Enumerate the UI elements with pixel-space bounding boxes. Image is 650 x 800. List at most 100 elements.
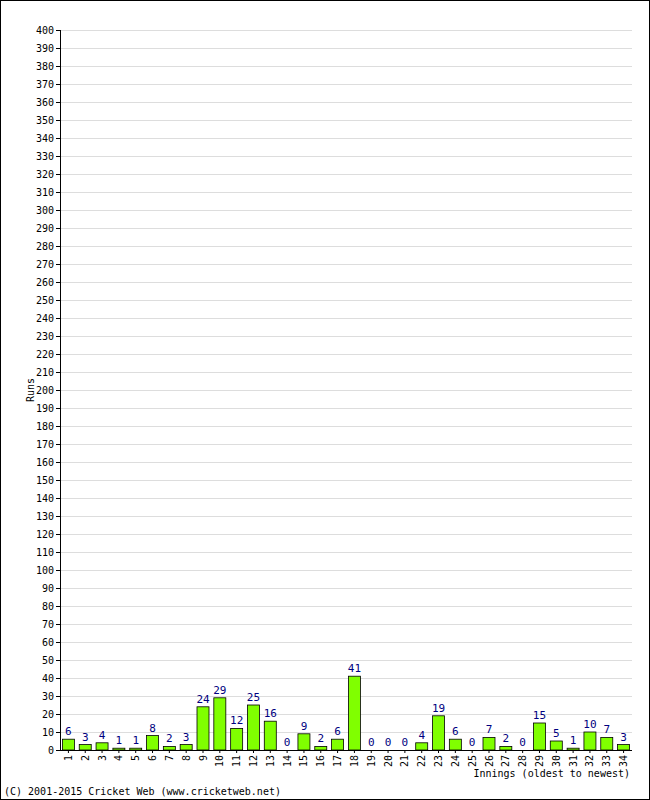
y-axis-label: Runs: [25, 378, 36, 402]
x-tick: [253, 750, 254, 753]
category-label: 3: [97, 755, 108, 761]
bar: [517, 750, 529, 751]
tick: [56, 660, 60, 661]
data-label: 6: [65, 725, 72, 738]
x-tick: [118, 750, 119, 753]
tick: [56, 408, 60, 409]
data-label: 0: [284, 736, 291, 749]
tick-label: 180: [36, 421, 54, 432]
tick: [56, 120, 60, 121]
bar: [567, 748, 579, 750]
annotation: (C) 2001-2015 Cricket Web (www.cricketwe…: [4, 786, 281, 797]
grid-line: [60, 732, 632, 733]
bar: [96, 743, 108, 750]
tick: [56, 516, 60, 517]
tick: [56, 246, 60, 247]
category-label: 22: [416, 755, 427, 767]
tick-label: 240: [36, 313, 54, 324]
grid-line: [60, 462, 632, 463]
tick: [56, 552, 60, 553]
category-label: 24: [450, 755, 461, 767]
grid-line: [60, 588, 632, 589]
tick: [56, 588, 60, 589]
grid-line: [60, 606, 632, 607]
tick-label: 380: [36, 61, 54, 72]
x-tick: [186, 750, 187, 753]
tick: [56, 570, 60, 571]
grid-line: [60, 102, 632, 103]
data-label: 15: [533, 709, 546, 722]
tick-label: 400: [36, 25, 54, 36]
grid-line: [60, 354, 632, 355]
tick: [56, 228, 60, 229]
x-tick: [455, 750, 456, 753]
tick-label: 130: [36, 511, 54, 522]
bar: [483, 737, 495, 750]
tick-label: 70: [42, 619, 54, 630]
data-label: 1: [570, 734, 577, 747]
data-label: 4: [418, 729, 425, 742]
tick: [56, 66, 60, 67]
category-label: 17: [332, 755, 343, 767]
x-tick: [573, 750, 574, 753]
bar: [433, 716, 445, 750]
grid-line: [60, 372, 632, 373]
x-tick: [354, 750, 355, 753]
data-label: 4: [99, 729, 106, 742]
tick-label: 190: [36, 403, 54, 414]
data-label: 2: [317, 732, 324, 745]
data-label: 0: [519, 736, 526, 749]
data-label: 6: [452, 725, 459, 738]
grid-line: [60, 30, 632, 31]
tick: [56, 624, 60, 625]
x-tick: [68, 750, 69, 753]
grid-line: [60, 570, 632, 571]
tick: [56, 534, 60, 535]
bar: [163, 746, 175, 750]
grid-line: [60, 282, 632, 283]
data-label: 1: [132, 734, 139, 747]
grid-line: [60, 678, 632, 679]
data-label: 0: [368, 736, 375, 749]
x-tick: [388, 750, 389, 753]
tick: [56, 390, 60, 391]
data-label: 3: [183, 731, 190, 744]
tick-label: 300: [36, 205, 54, 216]
category-label: 25: [467, 755, 478, 767]
x-tick: [489, 750, 490, 753]
tick: [56, 480, 60, 481]
data-label: 1: [116, 734, 123, 747]
grid-line: [60, 138, 632, 139]
x-tick: [589, 750, 590, 753]
bar: [281, 750, 293, 751]
grid-line: [60, 498, 632, 499]
tick-label: 90: [42, 583, 54, 594]
category-label: 16: [315, 755, 326, 767]
tick-label: 100: [36, 565, 54, 576]
tick-label: 220: [36, 349, 54, 360]
bar: [298, 734, 310, 750]
category-label: 30: [551, 755, 562, 767]
grid-line: [60, 84, 632, 85]
tick-label: 20: [42, 709, 54, 720]
bar: [618, 745, 630, 750]
category-label: 13: [265, 755, 276, 767]
tick: [56, 318, 60, 319]
x-tick: [556, 750, 557, 753]
tick: [56, 714, 60, 715]
category-label: 28: [517, 755, 528, 767]
x-tick: [371, 750, 372, 753]
x-tick: [270, 750, 271, 753]
tick-label: 260: [36, 277, 54, 288]
x-tick: [337, 750, 338, 753]
tick: [56, 462, 60, 463]
grid-line: [60, 210, 632, 211]
x-tick: [421, 750, 422, 753]
tick-label: 310: [36, 187, 54, 198]
category-label: 8: [181, 755, 192, 761]
category-label: 18: [349, 755, 360, 767]
data-label: 29: [213, 684, 226, 697]
bar: [247, 705, 259, 750]
bar: [264, 721, 276, 750]
grid-line: [60, 750, 632, 751]
